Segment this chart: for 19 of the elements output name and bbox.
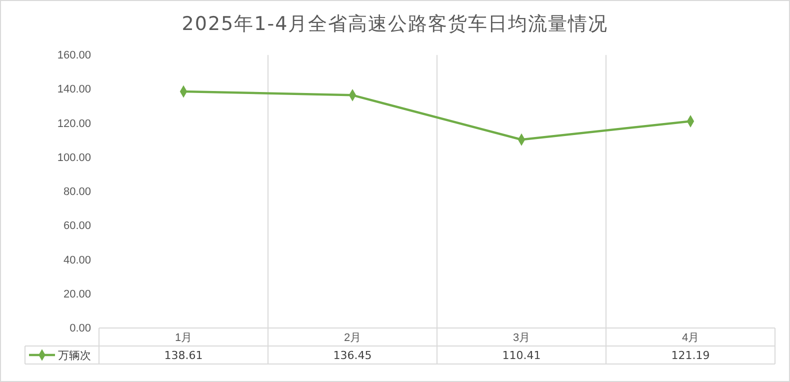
y-tick-label: 40.00 (63, 254, 91, 266)
y-tick-label: 160.00 (57, 50, 91, 62)
x-tick-label: 3月 (512, 332, 530, 344)
y-tick-label: 120.00 (57, 118, 91, 130)
y-tick-label: 140.00 (57, 84, 91, 96)
data-label: 138.61 (164, 349, 203, 362)
data-label: 136.45 (333, 349, 372, 362)
y-tick-label: 0.00 (70, 322, 91, 335)
y-tick-label: 80.00 (63, 186, 91, 198)
x-tick-label: 4月 (682, 332, 700, 344)
y-tick-label: 20.00 (63, 288, 91, 300)
y-tick-label: 60.00 (63, 220, 91, 232)
y-tick-label: 100.00 (57, 152, 91, 164)
data-label: 110.41 (502, 349, 541, 362)
x-tick-label: 1月 (174, 332, 192, 344)
x-tick-label: 2月 (344, 332, 362, 344)
chart-title: 2025年1-4月全省高速公路客货车日均流量情况 (182, 13, 608, 35)
data-label: 121.19 (671, 349, 710, 362)
legend-label: 万辆次 (58, 349, 91, 362)
